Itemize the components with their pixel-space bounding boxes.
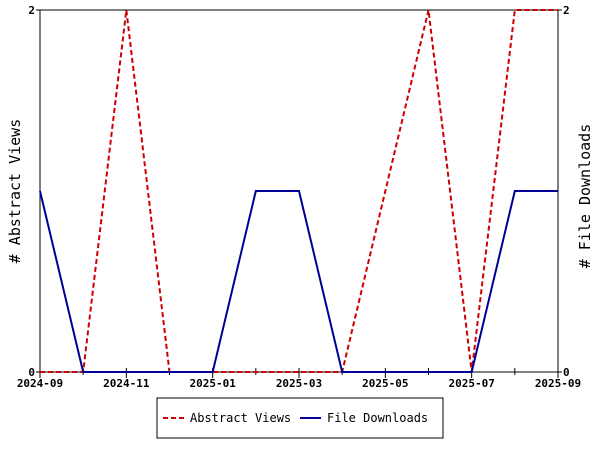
x-tick-label: 2025-09 xyxy=(535,377,581,390)
y-tick-label-left: 2 xyxy=(28,4,35,17)
x-tick-label: 2025-07 xyxy=(448,377,494,390)
y-tick-label-right: 2 xyxy=(563,4,570,17)
legend: Abstract Views File Downloads xyxy=(156,397,444,439)
legend-label-abstract-views: Abstract Views xyxy=(190,411,291,425)
series-line-file-downloads xyxy=(39,190,558,373)
x-tick-label: 2024-11 xyxy=(103,377,150,390)
y-tick-label-right: 0 xyxy=(563,366,570,379)
x-tick-label: 2024-09 xyxy=(17,377,63,390)
x-tick-label: 2025-03 xyxy=(276,377,322,390)
legend-label-file-downloads: File Downloads xyxy=(327,411,428,425)
x-tick-label: 2025-05 xyxy=(362,377,408,390)
x-tick-label: 2025-01 xyxy=(189,377,236,390)
y-axis-label-left: # Abstract Views xyxy=(6,119,24,264)
y-axis-label-right: # File Downloads xyxy=(576,124,594,269)
y-tick-label-left: 0 xyxy=(28,366,35,379)
